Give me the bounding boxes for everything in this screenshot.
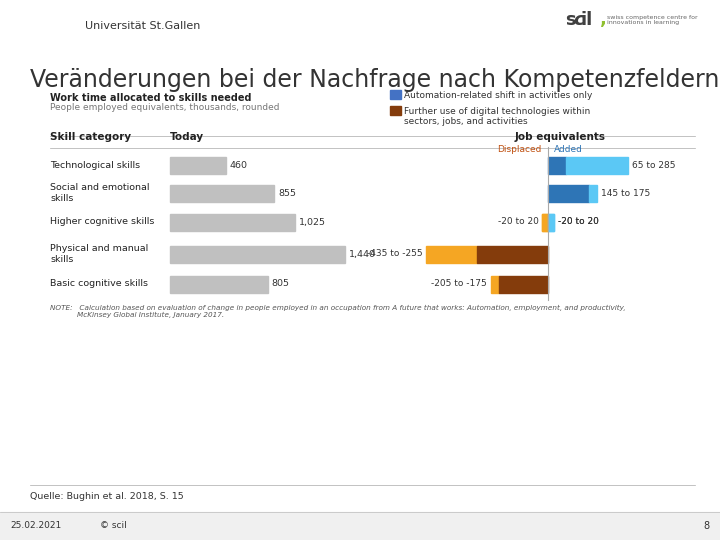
Bar — [170, 185, 274, 201]
Text: Skill category: Skill category — [50, 132, 131, 142]
Bar — [548, 185, 589, 201]
Text: c: c — [573, 11, 584, 29]
Text: Work time allocated to skills needed: Work time allocated to skills needed — [50, 93, 251, 103]
Text: 8: 8 — [704, 521, 710, 531]
Text: 1,025: 1,025 — [299, 218, 325, 226]
Text: Automation-related shift in activities only: Automation-related shift in activities o… — [404, 91, 593, 100]
Text: People employed equivalents, thousands, rounded: People employed equivalents, thousands, … — [50, 103, 279, 112]
Text: Veränderungen bei der Nachfrage nach Kompetenzfeldern: Veränderungen bei der Nachfrage nach Kom… — [30, 68, 719, 92]
Text: NOTE:   Calculation based on evaluation of change in people employed in an occup: NOTE: Calculation based on evaluation of… — [50, 305, 626, 318]
Text: s: s — [565, 11, 575, 29]
Bar — [170, 275, 268, 293]
Text: © scil: © scil — [100, 522, 127, 530]
Text: 25.02.2021: 25.02.2021 — [10, 522, 61, 530]
Bar — [499, 275, 548, 293]
Text: il: il — [581, 11, 593, 29]
Text: -205 to -175: -205 to -175 — [431, 280, 487, 288]
Bar — [548, 157, 566, 173]
Text: 805: 805 — [272, 280, 290, 288]
Bar — [566, 157, 628, 173]
Bar — [170, 213, 294, 231]
Text: Technological skills: Technological skills — [50, 160, 140, 170]
Text: ,: , — [600, 10, 607, 28]
Text: 460: 460 — [230, 160, 248, 170]
Bar — [170, 246, 345, 262]
Text: -20 to 20: -20 to 20 — [557, 218, 598, 226]
Text: Added: Added — [554, 145, 583, 154]
Text: Job equivalents: Job equivalents — [515, 132, 606, 142]
Text: Higher cognitive skills: Higher cognitive skills — [50, 218, 154, 226]
Bar — [390, 90, 401, 99]
Text: Further use of digital technologies within
sectors, jobs, and activities: Further use of digital technologies with… — [404, 107, 590, 126]
Text: -435 to -255: -435 to -255 — [366, 249, 422, 259]
Text: Displaced: Displaced — [498, 145, 542, 154]
Text: 1,440: 1,440 — [349, 249, 376, 259]
Text: Physical and manual
skills: Physical and manual skills — [50, 244, 148, 264]
Text: 65 to 285: 65 to 285 — [632, 160, 675, 170]
Bar — [170, 157, 226, 173]
Bar — [490, 275, 499, 293]
Bar — [477, 246, 548, 262]
Text: Social and emotional
skills: Social and emotional skills — [50, 183, 150, 202]
Bar — [390, 106, 401, 115]
Text: Universität St.Gallen: Universität St.Gallen — [85, 21, 200, 31]
Bar — [548, 213, 554, 231]
Bar — [542, 213, 548, 231]
Text: Basic cognitive skills: Basic cognitive skills — [50, 280, 148, 288]
Bar — [589, 185, 597, 201]
Text: 855: 855 — [278, 188, 296, 198]
Bar — [548, 213, 554, 231]
Bar — [542, 213, 548, 231]
Text: 145 to 175: 145 to 175 — [601, 188, 650, 198]
Text: -20 to 20: -20 to 20 — [498, 218, 539, 226]
Bar — [426, 246, 477, 262]
Text: Today: Today — [170, 132, 204, 142]
Text: swiss competence centre for
innovations in learning: swiss competence centre for innovations … — [607, 15, 698, 25]
Text: Quelle: Bughin et al. 2018, S. 15: Quelle: Bughin et al. 2018, S. 15 — [30, 492, 184, 501]
Text: -20 to 20: -20 to 20 — [557, 218, 598, 226]
Bar — [0, 512, 720, 540]
